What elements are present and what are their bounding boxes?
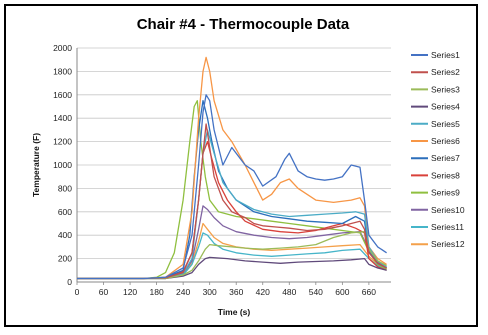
series-group — [77, 56, 387, 280]
series-line-series4 — [77, 256, 387, 280]
y-tick-label: 400 — [58, 230, 72, 240]
series-line-series2 — [77, 123, 387, 280]
series-line-series3 — [77, 231, 387, 280]
x-tick-label: 300 — [203, 287, 217, 297]
legend-label: Series5 — [431, 119, 460, 129]
y-tick-label: 1200 — [53, 137, 72, 147]
x-tick-label: 480 — [282, 287, 296, 297]
legend-label: Series6 — [431, 136, 460, 146]
y-tick-label: 1000 — [53, 160, 72, 170]
legend: Series1 Series2 Series3 Series4 Series5 Serie… — [411, 50, 465, 249]
x-axis-label: Time (s) — [218, 307, 251, 317]
chart-frame: Chair #4 - Thermocouple Data 0 200 400 600 8… — [4, 4, 478, 327]
y-tick-label: 1600 — [53, 90, 72, 100]
x-tick-label: 360 — [229, 287, 243, 297]
series-line-series8 — [77, 140, 387, 280]
series-line-series6 — [77, 56, 387, 280]
y-tick-label: 0 — [67, 277, 72, 287]
legend-label: Series10 — [431, 205, 465, 215]
x-tick-label: 540 — [309, 287, 323, 297]
series-line-series1 — [77, 94, 387, 280]
x-tick-label: 240 — [176, 287, 190, 297]
legend-label: Series3 — [431, 84, 460, 94]
legend-label: Series7 — [431, 153, 460, 163]
x-tick-label: 60 — [99, 287, 109, 297]
legend-label: Series12 — [431, 239, 465, 249]
y-tick-label: 1400 — [53, 113, 72, 123]
legend-label: Series9 — [431, 188, 460, 198]
series-line-series5 — [77, 129, 387, 280]
y-tick-label: 1800 — [53, 66, 72, 76]
y-tick-label: 600 — [58, 207, 72, 217]
x-tick-label: 180 — [150, 287, 164, 297]
legend-label: Series1 — [431, 50, 460, 60]
y-tick-label: 200 — [58, 254, 72, 264]
series-line-series10 — [77, 205, 387, 280]
y-tick-label: 2000 — [53, 43, 72, 53]
x-tick-label: 600 — [335, 287, 349, 297]
chart-svg: 0 200 400 600 800 1000 1200 1400 1600 1800 2000 0 60… — [31, 43, 465, 317]
legend-label: Series4 — [431, 102, 460, 112]
y-axis-label: Temperature (F) — [31, 133, 41, 197]
y-tick-label: 800 — [58, 183, 72, 193]
x-tick-label: 660 — [362, 287, 376, 297]
series-line-series9 — [77, 100, 387, 280]
x-tick-label: 420 — [256, 287, 270, 297]
legend-label: Series11 — [431, 222, 464, 232]
series-line-series11 — [77, 232, 387, 280]
x-tick-label: 0 — [75, 287, 80, 297]
chart-title: Chair #4 - Thermocouple Data — [136, 16, 350, 33]
x-tick-label: 120 — [123, 287, 137, 297]
legend-label: Series8 — [431, 170, 460, 180]
legend-label: Series2 — [431, 67, 460, 77]
